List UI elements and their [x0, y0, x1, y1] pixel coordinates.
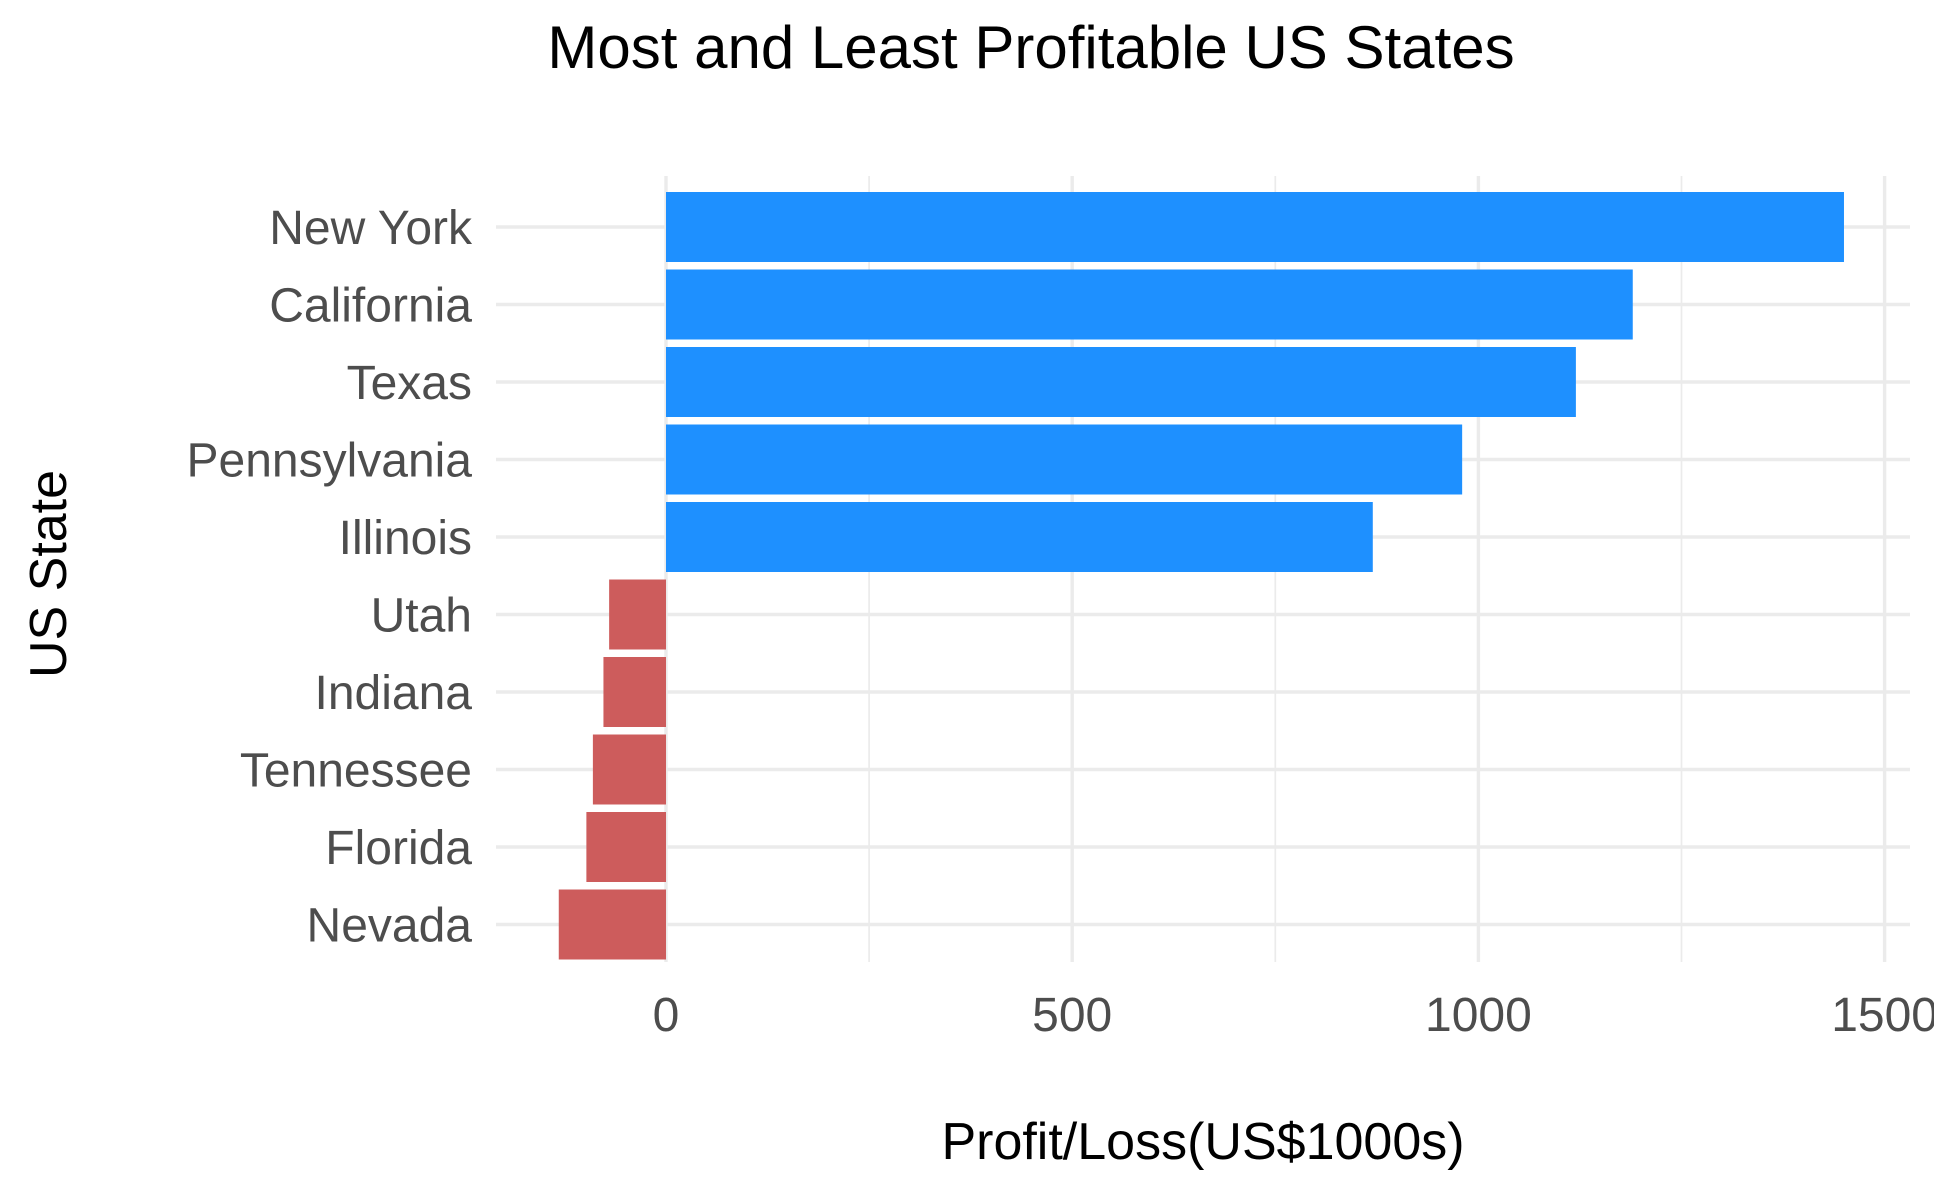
y-tick-label: Tennessee	[240, 745, 472, 798]
bar-texas	[666, 347, 1576, 417]
bar-illinois	[666, 502, 1373, 572]
y-tick-label: Utah	[371, 590, 472, 643]
bar-nevada	[558, 889, 666, 960]
y-tick-label: Texas	[347, 357, 472, 410]
x-tick-label: 1000	[1425, 989, 1532, 1042]
x-tick-labels: 0 500 1000 1500	[653, 989, 1934, 1042]
y-tick-labels: New York California Texas Pennsylvania Illin…	[186, 202, 473, 953]
y-axis-title: US State	[20, 470, 78, 678]
bar-indiana	[603, 657, 666, 727]
bar-tennessee	[592, 734, 666, 805]
y-tick-label: Illinois	[339, 512, 472, 565]
y-tick-label: Indiana	[315, 667, 473, 720]
x-tick-label: 0	[653, 989, 680, 1042]
chart-title: Most and Least Profitable US States	[547, 14, 1514, 81]
y-tick-label: Florida	[325, 822, 472, 875]
y-tick-label: Pennsylvania	[186, 435, 472, 488]
bar-florida	[586, 812, 666, 882]
y-tick-label: Nevada	[307, 900, 473, 953]
y-tick-label: New York	[269, 202, 473, 255]
x-tick-label: 500	[1032, 989, 1112, 1042]
bar-new-york	[666, 192, 1844, 262]
bars-layer	[558, 192, 1844, 960]
bar-pennsylvania	[666, 424, 1463, 495]
bar-california	[666, 269, 1633, 340]
y-tick-label: California	[269, 280, 472, 333]
x-axis-title: Profit/Loss(US$1000s)	[941, 1113, 1464, 1171]
bar-utah	[609, 579, 666, 650]
x-tick-label: 1500	[1831, 989, 1934, 1042]
